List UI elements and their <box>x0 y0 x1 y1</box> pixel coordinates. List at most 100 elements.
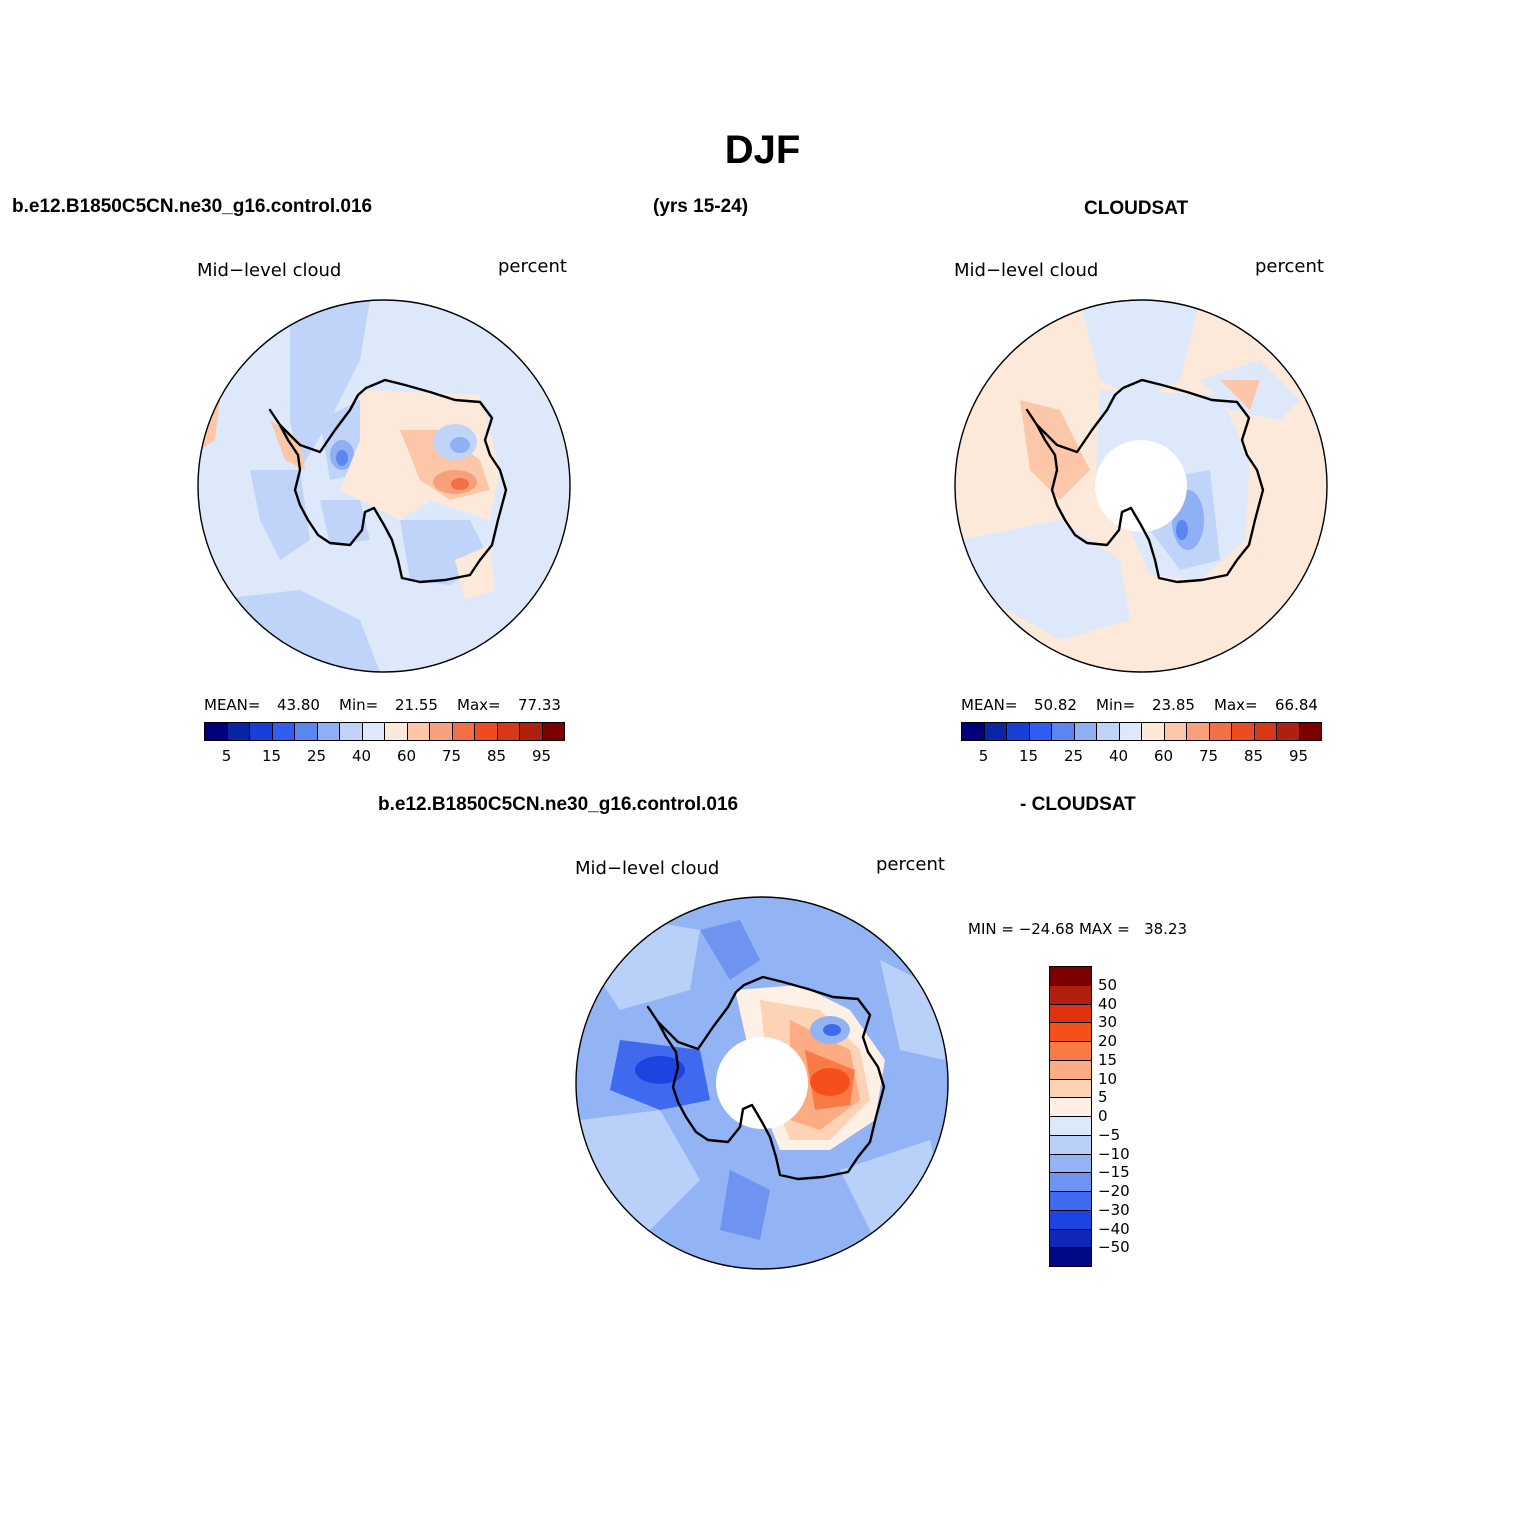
difference-colorbar-swatch <box>1049 1116 1092 1136</box>
panel2-colorbar-tick-label: 25 <box>1063 747 1084 765</box>
panel2-colorbar-tick-label: 85 <box>1243 747 1264 765</box>
difference-colorbar-tick-label: −40 <box>1098 1219 1130 1238</box>
difference-colorbar-swatch <box>1049 1134 1092 1155</box>
panel1-mean-label: MEAN= <box>204 696 261 714</box>
panel1-colorbar-swatch <box>384 722 408 741</box>
panel2-min-label: Min= <box>1096 696 1136 714</box>
panel1-max-label: Max= <box>457 696 501 714</box>
panel2-colorbar-swatch <box>1276 722 1300 741</box>
difference-colorbar-swatch <box>1049 1078 1092 1099</box>
panel2-colorbar-swatch <box>961 722 985 741</box>
panel1-colorbar-swatch <box>519 722 543 741</box>
panel2-colorbar-tick-label: 60 <box>1153 747 1174 765</box>
panel1-colorbar-swatch <box>541 722 565 741</box>
panel2-colorbar <box>961 722 1322 741</box>
difference-colorbar-swatch <box>1049 1097 1092 1117</box>
difference-colorbar-swatch <box>1049 1041 1092 1061</box>
panel2-colorbar-swatch <box>1096 722 1120 741</box>
panel1-units-label: percent <box>498 256 567 277</box>
panel1-colorbar-tick-label: 95 <box>531 747 552 765</box>
panel1-colorbar-swatch <box>429 722 453 741</box>
difference-colorbar <box>1049 966 1092 1267</box>
model-case-name: b.e12.B1850C5CN.ne30_g16.control.016 <box>12 196 373 217</box>
years-label: (yrs 15-24) <box>653 196 749 217</box>
difference-colorbar-tick-label: −10 <box>1098 1144 1130 1163</box>
difference-colorbar-ticks: 50 40 30 20 15 10 5 0 −5 −10 −15 −20 −30 −40 −50 <box>1098 966 1158 1266</box>
difference-colorbar-tick-label: −5 <box>1098 1125 1121 1144</box>
panel1-colorbar-tick-label: 5 <box>221 747 232 765</box>
panel2-units-label: percent <box>1255 256 1324 277</box>
difference-colorbar-tick-label: −20 <box>1098 1182 1130 1200</box>
difference-colorbar-swatch <box>1049 1172 1092 1192</box>
difference-colorbar-tick-label: −15 <box>1098 1163 1130 1182</box>
panel2-colorbar-tick-label: 5 <box>978 747 989 765</box>
diff-obs-name: - CLOUDSAT <box>1020 794 1136 815</box>
panel1-min-label: Min= <box>339 696 379 714</box>
panel2-colorbar-tick-label: 95 <box>1288 747 1309 765</box>
panel1-colorbar-swatch <box>249 722 273 741</box>
panel2-colorbar-swatch <box>1163 722 1187 741</box>
panel1-colorbar-tick-label: 85 <box>486 747 507 765</box>
panel1-colorbar-swatch <box>226 722 250 741</box>
difference-colorbar-swatch <box>1049 1153 1092 1174</box>
difference-colorbar-swatch <box>1049 1228 1092 1249</box>
panel2-min-value: 23.85 <box>1152 696 1195 714</box>
difference-colorbar-tick-label: −30 <box>1098 1200 1130 1219</box>
panel2-colorbar-swatch <box>1231 722 1255 741</box>
panel1-max-value: 77.33 <box>518 696 561 714</box>
panel2-colorbar-swatch <box>1118 722 1142 741</box>
panel1-colorbar-tick-label: 75 <box>441 747 462 765</box>
page-title: DJF <box>724 128 801 172</box>
panel1-min-value: 21.55 <box>395 696 438 714</box>
panel2-colorbar-swatch <box>1006 722 1030 741</box>
difference-colorbar-tick-label: 0 <box>1098 1107 1108 1125</box>
panel2-colorbar-tick-label: 75 <box>1198 747 1219 765</box>
difference-colorbar-tick-label: 20 <box>1098 1032 1118 1050</box>
panel1-colorbar-tick-label: 40 <box>351 747 372 765</box>
panel2-colorbar-swatch <box>1208 722 1232 741</box>
panel3-variable-label: Mid−level cloud <box>575 858 720 879</box>
panel2-colorbar-tick-label: 15 <box>1018 747 1039 765</box>
difference-colorbar-swatch <box>1049 1191 1092 1211</box>
difference-colorbar-tick-label: 10 <box>1098 1069 1118 1088</box>
panel3-minmax: MIN = −24.68 MAX = 38.23 <box>968 920 1188 938</box>
panel1-colorbar <box>204 722 565 741</box>
panel2-colorbar-swatch <box>1298 722 1322 741</box>
panel1-colorbar-swatch <box>339 722 363 741</box>
difference-colorbar-swatch <box>1049 1022 1092 1042</box>
panel1-colorbar-ticks: 5 15 25 40 60 75 85 95 <box>204 747 564 767</box>
difference-colorbar-tick-label: 40 <box>1098 994 1118 1013</box>
panel1-colorbar-tick-label: 15 <box>261 747 282 765</box>
panel2-max-value: 66.84 <box>1275 696 1318 714</box>
difference-colorbar-tick-label: 50 <box>1098 975 1118 994</box>
panel2-colorbar-ticks: 5 15 25 40 60 75 85 95 <box>961 747 1321 767</box>
panel1-colorbar-swatch <box>271 722 295 741</box>
panel2-colorbar-swatch <box>983 722 1007 741</box>
panel1-variable-label: Mid−level cloud <box>197 260 342 281</box>
panel2-colorbar-swatch <box>1073 722 1097 741</box>
panel1-colorbar-swatch <box>294 722 318 741</box>
panel1-colorbar-swatch <box>496 722 520 741</box>
panel2-max-label: Max= <box>1214 696 1258 714</box>
difference-colorbar-swatch <box>1049 1059 1092 1080</box>
obs-name: CLOUDSAT <box>1084 198 1189 219</box>
panel1-mean-value: 43.80 <box>277 696 320 714</box>
panel2-colorbar-swatch <box>1253 722 1277 741</box>
panel1-colorbar-swatch <box>316 722 340 741</box>
difference-colorbar-tick-label: 15 <box>1098 1050 1118 1069</box>
panel1-colorbar-swatch <box>204 722 228 741</box>
panel2-colorbar-swatch <box>1186 722 1210 741</box>
difference-colorbar-tick-label: 5 <box>1098 1088 1108 1107</box>
panel2-variable-label: Mid−level cloud <box>954 260 1099 281</box>
panel2-colorbar-swatch <box>1051 722 1075 741</box>
diff-case-name: b.e12.B1850C5CN.ne30_g16.control.016 <box>378 794 739 815</box>
panel1-colorbar-tick-label: 60 <box>396 747 417 765</box>
difference-colorbar-swatch <box>1049 1003 1092 1024</box>
panel1-colorbar-swatch <box>474 722 498 741</box>
difference-colorbar-swatch <box>1049 1209 1092 1230</box>
panel1-colorbar-swatch <box>406 722 430 741</box>
panel2-colorbar-swatch <box>1028 722 1052 741</box>
difference-colorbar-swatch <box>1049 966 1092 986</box>
difference-colorbar-tick-label: 30 <box>1098 1013 1118 1032</box>
panel2-colorbar-tick-label: 40 <box>1108 747 1129 765</box>
